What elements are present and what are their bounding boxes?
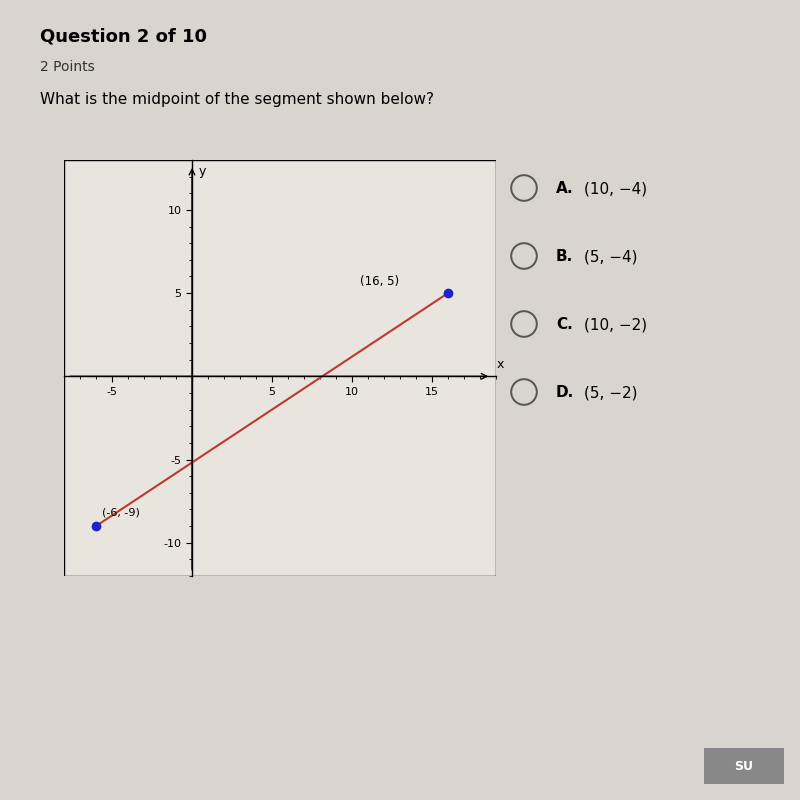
Text: y: y	[198, 165, 206, 178]
Text: x: x	[497, 358, 505, 371]
Text: (10, −2): (10, −2)	[584, 317, 647, 332]
Text: (16, 5): (16, 5)	[360, 275, 399, 288]
Text: C.: C.	[556, 317, 573, 332]
Text: D.: D.	[556, 385, 574, 400]
Text: (10, −4): (10, −4)	[584, 181, 647, 196]
Text: A.: A.	[556, 181, 574, 196]
Text: B.: B.	[556, 249, 574, 264]
Text: (5, −2): (5, −2)	[584, 385, 638, 400]
Text: (5, −4): (5, −4)	[584, 249, 638, 264]
Text: SU: SU	[734, 759, 754, 773]
Text: What is the midpoint of the segment shown below?: What is the midpoint of the segment show…	[40, 92, 434, 107]
Text: Question 2 of 10: Question 2 of 10	[40, 28, 207, 46]
Text: 2 Points: 2 Points	[40, 60, 94, 74]
Text: (-6, -9): (-6, -9)	[102, 508, 140, 518]
